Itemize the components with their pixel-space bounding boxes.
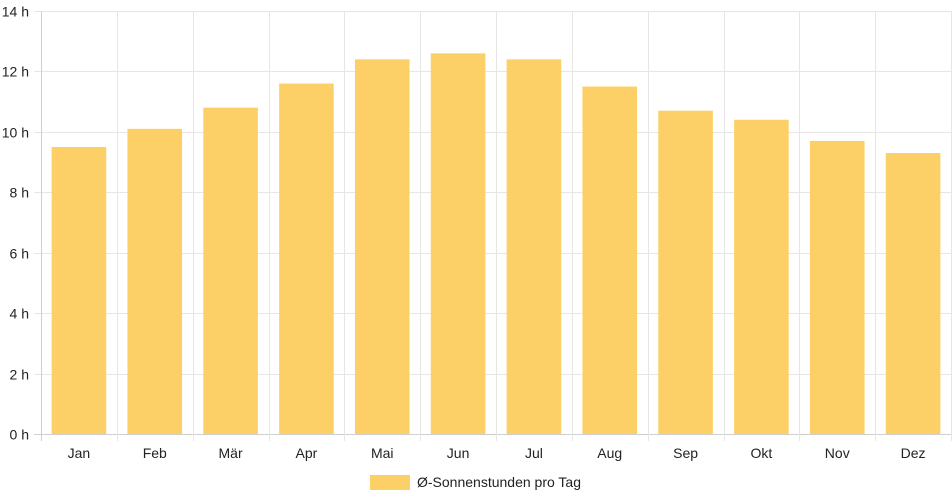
- bar[interactable]: [885, 153, 941, 434]
- bar[interactable]: [354, 59, 410, 434]
- y-tick-label: 14 h: [2, 4, 29, 20]
- x-tick-label: Jul: [525, 445, 543, 461]
- x-tick-label: Feb: [143, 445, 167, 461]
- y-tick-label: 10 h: [2, 125, 29, 141]
- bars: [51, 53, 941, 435]
- bar[interactable]: [734, 119, 789, 435]
- y-tick-label: 0 h: [10, 427, 29, 443]
- bar[interactable]: [506, 59, 562, 434]
- bar[interactable]: [127, 128, 183, 435]
- x-tick-label: Jun: [447, 445, 470, 461]
- bar[interactable]: [203, 107, 258, 434]
- y-tick-label: 6 h: [10, 246, 29, 262]
- y-axis: 0 h 2 h 4 h 6 h 8 h 10 h 12 h 14 h: [2, 4, 29, 443]
- grid: [34, 11, 952, 441]
- x-tick-label: Okt: [751, 445, 773, 461]
- x-tick-label: Dez: [901, 445, 926, 461]
- bar[interactable]: [658, 110, 713, 434]
- x-tick-label: Jan: [68, 445, 91, 461]
- x-tick-label: Mär: [219, 445, 243, 461]
- y-tick-label: 4 h: [10, 306, 29, 322]
- x-tick-label: Apr: [296, 445, 318, 461]
- y-tick-label: 2 h: [10, 367, 29, 383]
- legend[interactable]: Ø-Sonnenstunden pro Tag: [370, 474, 581, 490]
- bar[interactable]: [51, 146, 107, 434]
- bar[interactable]: [279, 83, 334, 434]
- x-axis: Jan Feb Mär Apr Mai Jun Jul Aug Sep Okt Nov Dez: [68, 445, 926, 461]
- bar[interactable]: [809, 140, 865, 434]
- y-tick-label: 12 h: [2, 64, 29, 80]
- x-tick-label: Sep: [673, 445, 698, 461]
- legend-swatch[interactable]: [370, 475, 410, 490]
- legend-label[interactable]: Ø-Sonnenstunden pro Tag: [417, 474, 581, 490]
- x-tick-label: Aug: [597, 445, 622, 461]
- bar[interactable]: [430, 53, 486, 435]
- x-tick-label: Nov: [825, 445, 850, 461]
- y-tick-label: 8 h: [10, 185, 29, 201]
- x-tick-label: Mai: [371, 445, 394, 461]
- bar[interactable]: [582, 86, 638, 435]
